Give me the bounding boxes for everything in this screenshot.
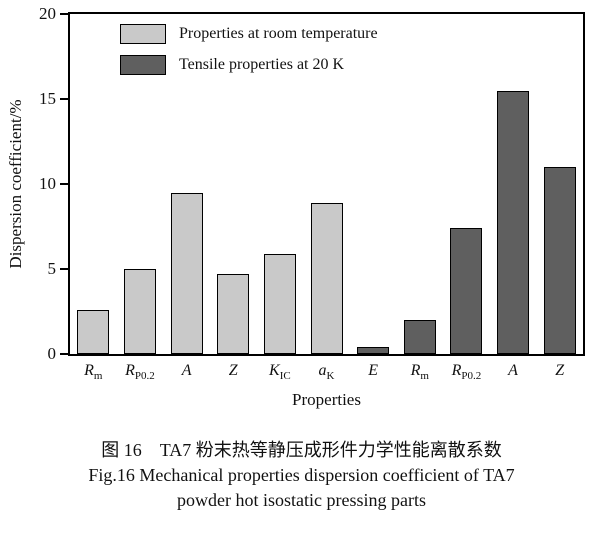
legend-item-room-temperature: Properties at room temperature bbox=[120, 24, 378, 44]
bar-1 bbox=[123, 269, 156, 354]
y-tick-label-0: 0 bbox=[47, 344, 57, 363]
y-tick-label-15: 15 bbox=[39, 89, 56, 108]
bar-8 bbox=[450, 228, 483, 354]
legend-swatch-room-temperature bbox=[120, 24, 166, 44]
bar-chart: Dispersion coefficient/% Properties at r… bbox=[6, 4, 585, 409]
legend-swatch-tensile-20k bbox=[120, 55, 166, 75]
x-tick-label-7: Rm bbox=[410, 362, 429, 383]
y-tick-mark bbox=[60, 13, 68, 15]
x-tick-label-9: A bbox=[508, 362, 518, 379]
legend-item-tensile-20k: Tensile properties at 20 K bbox=[120, 55, 378, 75]
bar-6 bbox=[357, 347, 390, 354]
x-tick-label-6: E bbox=[368, 362, 379, 379]
y-tick-label-5: 5 bbox=[47, 259, 57, 278]
bar-0 bbox=[77, 309, 110, 354]
x-tick-label-4: KIC bbox=[269, 362, 291, 383]
bar-4 bbox=[263, 253, 296, 354]
x-tick-label-8: RP0.2 bbox=[451, 362, 482, 383]
plot-area: Properties at room temperature Tensile p… bbox=[68, 12, 585, 356]
x-tick-label-0: Rm bbox=[84, 362, 103, 383]
x-tick-label-2: A bbox=[181, 362, 192, 379]
bar-5 bbox=[310, 202, 343, 354]
legend-label-tensile-20k: Tensile properties at 20 K bbox=[179, 56, 345, 73]
x-tick-label-1: RP0.2 bbox=[125, 362, 155, 383]
caption-english-line2: powder hot isostatic pressing parts bbox=[177, 490, 426, 510]
x-tick-label-3: Z bbox=[228, 362, 238, 379]
caption-english-line1: Fig.16 Mechanical properties dispersion … bbox=[88, 465, 515, 485]
figure-caption: 图 16 TA7 粉末热等静压成形件力学性能离散系数 Fig.16 Mechan… bbox=[0, 438, 603, 513]
bar-2 bbox=[170, 192, 203, 354]
y-tick-mark bbox=[60, 268, 68, 270]
y-tick-label-10: 10 bbox=[39, 174, 56, 193]
y-tick-mark bbox=[60, 183, 68, 185]
x-tick-label-5: aK bbox=[318, 362, 335, 383]
legend: Properties at room temperature Tensile p… bbox=[120, 24, 378, 86]
bar-9 bbox=[497, 90, 530, 354]
y-tick-mark bbox=[60, 98, 68, 100]
caption-chinese: 图 16 TA7 粉末热等静压成形件力学性能离散系数 bbox=[101, 440, 502, 460]
bar-3 bbox=[217, 274, 250, 354]
bar-10 bbox=[543, 167, 576, 354]
y-tick-mark bbox=[60, 353, 68, 355]
x-tick-label-10: Z bbox=[555, 362, 565, 379]
x-axis-title: Properties bbox=[292, 390, 361, 409]
legend-label-room-temperature: Properties at room temperature bbox=[179, 25, 378, 42]
y-tick-label-20: 20 bbox=[39, 4, 56, 23]
bar-7 bbox=[403, 320, 436, 354]
